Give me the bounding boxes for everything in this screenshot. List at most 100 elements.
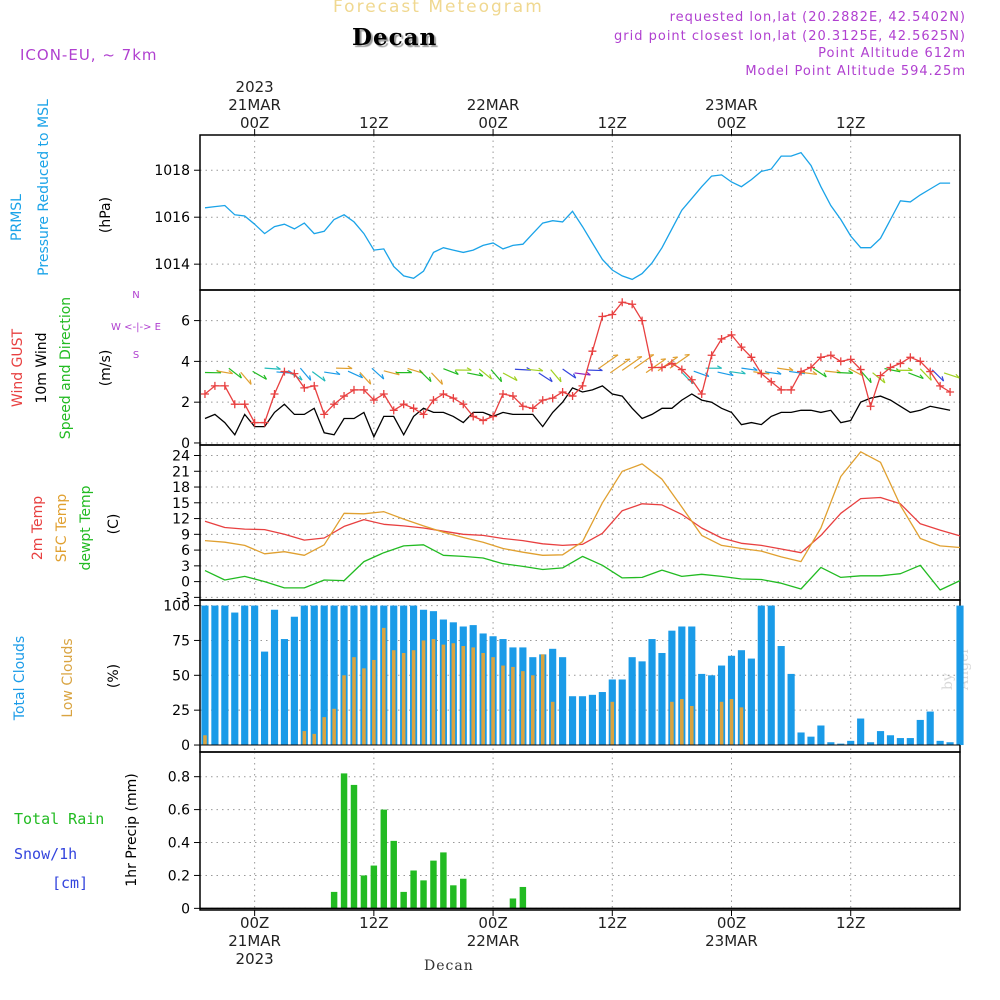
page-title: Decan: [352, 24, 438, 51]
wind-gust-marker: [667, 359, 676, 368]
wind-arrow-head: [263, 374, 268, 380]
wind-direction-arrow: [574, 372, 591, 376]
total-cloud-bar: [310, 605, 318, 746]
temperature-ytick-label: 3: [181, 559, 190, 575]
wind-direction-arrow: [419, 369, 432, 383]
total-cloud-bar: [280, 639, 289, 746]
low-cloud-bar: [491, 657, 495, 746]
total-cloud-bar: [777, 646, 785, 746]
precip-side-label-snow: Snow/1h: [14, 845, 77, 863]
wind-arrow-head: [752, 366, 758, 371]
wind-ytick-label: 4: [181, 354, 190, 370]
wind-arrow-head: [660, 358, 666, 361]
low-cloud-bar: [372, 659, 376, 746]
wind-arrow-head: [299, 375, 303, 381]
wind-gust-marker: [886, 363, 895, 372]
total-cloud-bar: [678, 626, 686, 746]
wind-gust-marker: [518, 402, 527, 411]
wind-gust-marker: [856, 365, 865, 374]
low-cloud-bar: [670, 701, 674, 746]
wind-ylabel: (m/s): [98, 350, 114, 387]
wind-direction-arrow: [848, 367, 864, 377]
wind-arrow-head: [538, 367, 544, 372]
wind-direction-arrow: [407, 367, 424, 374]
wind-gust-marker: [717, 334, 726, 343]
clouds-ytick-label: 50: [172, 668, 190, 684]
wind-gust-marker: [449, 394, 458, 403]
total-cloud-bar: [300, 605, 308, 746]
wind-arrow-head: [907, 367, 913, 371]
total-cloud-bar: [241, 605, 249, 746]
clouds-ytick-label: 75: [172, 633, 190, 649]
wind-gust-marker: [628, 300, 637, 309]
wind-gust-marker: [896, 359, 905, 368]
total-cloud-bar: [698, 673, 706, 746]
super-title: Forecast Meteogram: [333, 0, 544, 17]
wind-gust-marker: [558, 387, 567, 396]
wind-gust-marker: [379, 390, 388, 399]
wind-gust-marker: [926, 367, 935, 376]
wind-arrow-head: [335, 370, 341, 375]
wind-direction-arrow: [324, 371, 341, 376]
total-cloud-bar: [847, 740, 855, 746]
precip-bar: [360, 875, 368, 909]
point-altitude: Point Altitude 612m: [818, 46, 966, 61]
low-cloud-bar: [441, 644, 446, 746]
wind-gust-marker: [568, 392, 577, 401]
wind-direction-arrow: [598, 354, 619, 370]
wind-gust-marker: [548, 394, 557, 403]
compass-south: S: [133, 350, 139, 361]
wind-gust-marker: [528, 404, 537, 413]
precip-ytick-label: 0.2: [168, 868, 190, 884]
wind-arrow-head: [788, 366, 794, 371]
top-time-label: 12Z: [598, 114, 627, 132]
wind-gust-marker: [747, 353, 756, 362]
top-time-label: 2023: [236, 78, 274, 96]
low-cloud-bar: [511, 666, 515, 746]
clouds-side-label-low: Low Clouds: [60, 638, 76, 717]
pressure-panel-frame: [199, 134, 961, 291]
low-cloud-bar: [352, 657, 356, 746]
wind-gust-marker: [439, 390, 448, 399]
total-cloud-bar: [549, 648, 557, 746]
bottom-time-label: 22MAR: [467, 932, 520, 950]
low-cloud-bar: [203, 735, 207, 746]
wind-direction-arrow: [836, 371, 853, 374]
low-cloud-bar: [461, 646, 466, 746]
total-cloud-bar: [251, 605, 259, 746]
total-cloud-bar: [201, 605, 209, 746]
wind-direction-arrow: [550, 369, 562, 383]
wind-direction-arrow: [800, 371, 817, 376]
wind-direction-arrow: [490, 369, 502, 383]
wind-gust-marker: [230, 400, 239, 409]
precip-side-label-cm: [cm]: [52, 874, 88, 892]
top-time-label: 00Z: [717, 114, 746, 132]
low-cloud-bar: [531, 675, 535, 746]
precip-bar: [370, 865, 378, 909]
clouds-ylabel: (%): [106, 664, 122, 688]
temperature-ytick-label: 21: [172, 464, 190, 480]
total-cloud-bar: [231, 612, 239, 746]
wind-arrow-head: [228, 370, 234, 375]
temp-side-label-0: 2m Temp: [30, 496, 46, 560]
wind-arrow-head: [941, 376, 945, 382]
total-cloud-bar: [767, 605, 775, 746]
wind-gust-marker: [836, 357, 845, 366]
precip-bar: [420, 880, 427, 909]
wind-gust-marker: [608, 310, 617, 319]
wind-gust-marker: [240, 400, 249, 409]
wind-direction-arrow: [919, 368, 932, 381]
low-cloud-bar: [421, 640, 426, 746]
wind-gust-marker: [777, 385, 786, 394]
wind-ytick-label: 0: [181, 436, 190, 452]
wind-arrow-head: [454, 370, 459, 375]
wind-direction-arrow: [872, 372, 886, 384]
wind-direction-arrow: [884, 367, 901, 373]
wind-direction-arrow: [383, 370, 400, 376]
pressure-line: [204, 151, 951, 281]
total-cloud-bar: [211, 605, 219, 746]
wind-arrow-head: [823, 372, 827, 378]
low-cloud-bar: [332, 708, 336, 746]
wind-arrow-head: [428, 376, 432, 382]
